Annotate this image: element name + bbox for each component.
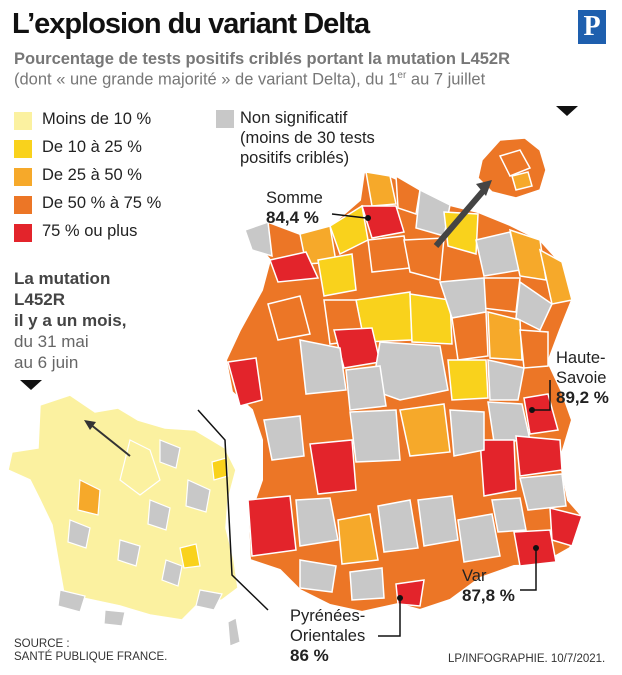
chart-title: L’explosion du variant Delta xyxy=(12,8,370,40)
pointer-triangle-small xyxy=(20,380,42,390)
credit: LP/INFOGRAPHIE. 10/7/2021. xyxy=(448,653,606,665)
callout-pyrenees-orientales: Pyrénées- Orientales 86 % xyxy=(290,607,366,665)
small-map-france xyxy=(7,394,241,647)
legend-item-75-plus: 75 % ou plus xyxy=(14,222,234,244)
subtitle-line2: (dont « une grande majorité » de variant… xyxy=(14,70,486,89)
legend-swatch xyxy=(216,110,234,128)
legend-swatch xyxy=(14,140,32,158)
legend-swatch xyxy=(14,196,32,214)
callout-haute-savoie: Haute- Savoie 89,2 % xyxy=(556,349,609,407)
legend-item-under-10: Moins de 10 % xyxy=(14,110,234,132)
pointer-triangle xyxy=(556,106,578,116)
legend-swatch xyxy=(14,112,32,130)
large-map-france xyxy=(224,137,584,614)
legend-swatch xyxy=(14,168,32,186)
source-note: SOURCE : SANTÉ PUBLIQUE FRANCE. xyxy=(14,638,168,663)
legend-swatch xyxy=(14,224,32,242)
subtitle-line1: Pourcentage de tests positifs criblés po… xyxy=(14,50,511,68)
legend-item-10-25: De 10 à 25 % xyxy=(14,138,234,160)
month-ago-label: La mutation L452R il y a un mois, du 31 … xyxy=(14,269,127,372)
legend-item-50-75: De 50 % à 75 % xyxy=(14,194,234,216)
callout-somme: Somme 84,4 % xyxy=(266,189,323,227)
map-connector-line xyxy=(197,409,269,611)
callout-var: Var 87,8 % xyxy=(462,567,515,605)
publisher-logo: P xyxy=(578,10,606,44)
legend-item-25-50: De 25 à 50 % xyxy=(14,166,234,188)
